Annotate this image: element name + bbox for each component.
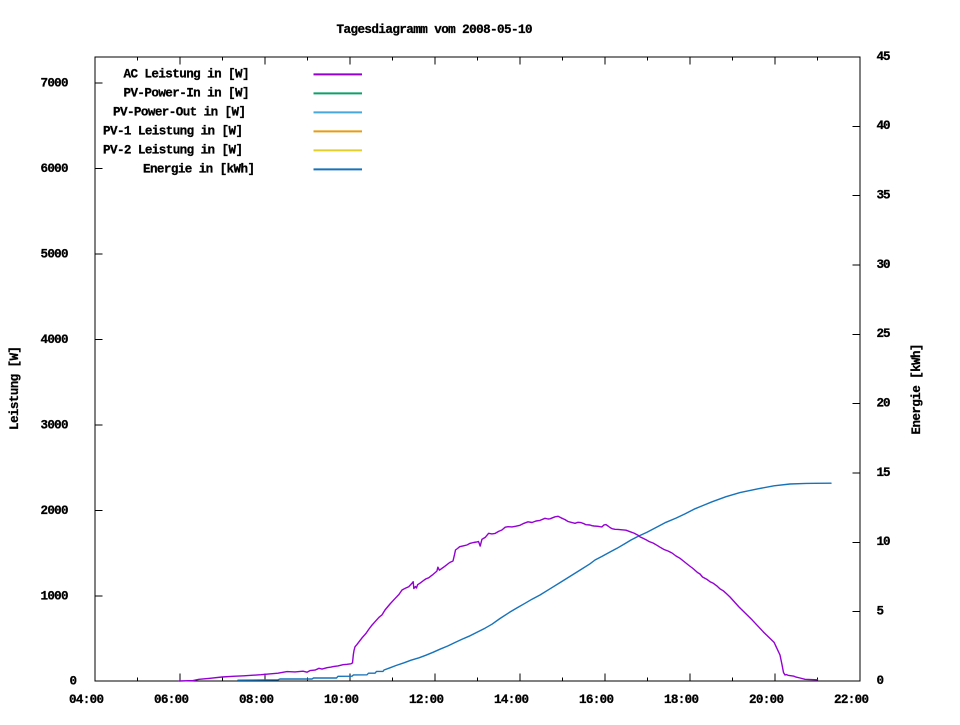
svg-text:3000: 3000: [41, 418, 69, 432]
svg-text:16:00: 16:00: [579, 693, 614, 707]
svg-text:06:00: 06:00: [154, 693, 189, 707]
svg-text:18:00: 18:00: [664, 693, 699, 707]
svg-text:PV-2 Leistung in [W]: PV-2 Leistung in [W]: [103, 144, 243, 158]
svg-text:25: 25: [877, 327, 891, 341]
svg-text:Leistung [W]: Leistung [W]: [8, 346, 22, 430]
svg-text:40: 40: [877, 119, 891, 133]
svg-text:PV-1 Leistung in [W]: PV-1 Leistung in [W]: [103, 125, 243, 139]
svg-text:4000: 4000: [41, 333, 69, 347]
svg-text:AC Leistung in [W]: AC Leistung in [W]: [124, 68, 250, 82]
svg-text:0: 0: [877, 674, 885, 688]
svg-text:5: 5: [877, 605, 885, 619]
svg-text:04:00: 04:00: [69, 693, 104, 707]
svg-text:22:00: 22:00: [834, 693, 869, 707]
svg-text:15: 15: [877, 466, 891, 480]
svg-text:20:00: 20:00: [749, 693, 784, 707]
svg-text:30: 30: [877, 258, 891, 272]
svg-text:5000: 5000: [41, 247, 69, 261]
svg-text:45: 45: [877, 50, 891, 64]
svg-text:10: 10: [877, 535, 891, 549]
svg-text:14:00: 14:00: [494, 693, 529, 707]
svg-text:08:00: 08:00: [239, 693, 274, 707]
svg-text:Energie in [kWh]: Energie in [kWh]: [143, 163, 255, 177]
svg-text:PV-Power-In in [W]: PV-Power-In in [W]: [124, 87, 250, 101]
svg-text:1000: 1000: [41, 589, 69, 603]
svg-text:20: 20: [877, 397, 891, 411]
svg-text:7000: 7000: [41, 76, 69, 90]
svg-text:10:00: 10:00: [324, 693, 359, 707]
svg-text:Tagesdiagramm vom 2008-05-10: Tagesdiagramm vom 2008-05-10: [337, 23, 533, 37]
svg-text:Energie [kWh]: Energie [kWh]: [910, 344, 924, 435]
svg-text:6000: 6000: [41, 162, 69, 176]
svg-text:35: 35: [877, 189, 891, 203]
svg-text:12:00: 12:00: [409, 693, 444, 707]
svg-text:0: 0: [69, 675, 77, 689]
svg-text:PV-Power-Out in [W]: PV-Power-Out in [W]: [113, 106, 246, 120]
svg-text:2000: 2000: [41, 504, 69, 518]
